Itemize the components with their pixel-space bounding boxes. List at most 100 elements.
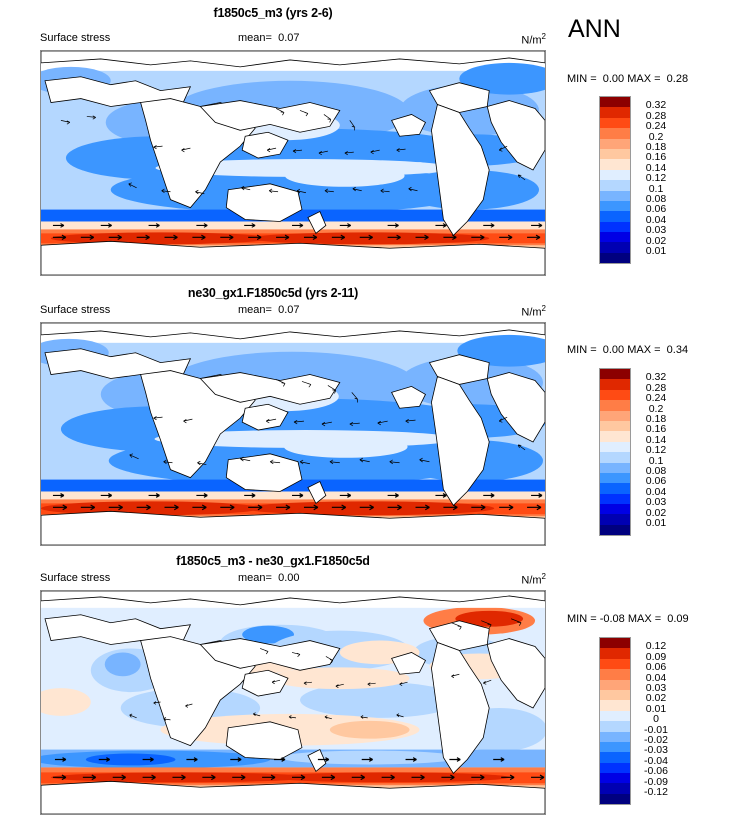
colorbar-band (600, 242, 630, 253)
panel-2-mean: mean= 0.07 (238, 304, 300, 316)
colorbar-tick-label: 0.18 (645, 413, 667, 425)
colorbar-band (600, 97, 630, 108)
colorbar-tick-label: -0.02 (644, 734, 668, 746)
colorbar-band (600, 107, 630, 118)
colorbar-tick-label: 0.24 (645, 120, 667, 133)
colorbar-tick-label: 0.08 (645, 193, 667, 205)
panel-3-colorbar-labels: 0.12 0.09 0.06 0.04 0.03 0.02 0.01 0 -0.01 -0.02-… (633, 637, 693, 803)
colorbar-tick-label: 0.32 (645, 371, 667, 384)
panel-1-units-exponent: 2 (541, 32, 546, 41)
panel-2-map-graphic (41, 323, 545, 545)
colorbar-band (600, 700, 630, 711)
panel-3-units-base: N/m (521, 574, 542, 587)
panel-1-map[interactable] (40, 50, 546, 276)
panel-2-colorbar-labels: 0.32 0.28 0.24 0.2 0.18 0.16 0.14 0.12 0.1 0.08 0.… (633, 368, 693, 534)
colorbar-band (600, 200, 630, 212)
colorbar-band (600, 462, 630, 473)
panel-1-minmax: MIN = 0.00 MAX = 0.28 (567, 73, 689, 85)
panel-2-variable-label: Surface stress (40, 304, 111, 316)
coastlines-2 (41, 323, 545, 545)
colorbar-tick-label: 0.2 (648, 130, 664, 143)
panel-3-map[interactable] (40, 590, 546, 815)
panel-1-units-base: N/m (521, 34, 542, 47)
panel-1-title: f1850c5_m3 (yrs 2-6) (213, 6, 333, 20)
colorbar-tick-label: -0.01 (644, 723, 668, 736)
panel-3-mean: mean= 0.00 (238, 572, 300, 584)
colorbar-band (600, 379, 630, 390)
panel-3-colorbar[interactable] (599, 637, 631, 806)
colorbar-tick-label: 0.01 (645, 702, 667, 715)
colorbar-band (600, 169, 630, 181)
colorbar-tick-label: 0.09 (645, 650, 667, 663)
colorbar-band (600, 369, 630, 380)
panel-2-subheader: Surface stress mean= 0.07 N/m2 (40, 304, 546, 319)
panel-2-mean-label: mean= (238, 304, 272, 316)
panel-1-mean-label: mean= (238, 32, 272, 44)
panel-1-map-graphic (41, 51, 545, 275)
colorbar-tick-label: 0.28 (645, 381, 667, 394)
colorbar-band (600, 221, 630, 233)
colorbar-band (600, 783, 630, 794)
season-label: ANN (568, 15, 621, 43)
colorbar-band (600, 658, 630, 670)
colorbar-band (600, 679, 630, 690)
colorbar-tick-label: 0.14 (645, 433, 667, 446)
panel-1-units: N/m2 (521, 32, 546, 47)
panel-2-colorbar[interactable] (599, 368, 631, 537)
colorbar-tick-label: 0.02 (645, 234, 667, 247)
panel-1-variable-label: Surface stress (40, 32, 111, 44)
colorbar-band (600, 452, 630, 463)
colorbar-tick-label: -0.03 (644, 744, 668, 757)
colorbar-band (600, 483, 630, 494)
colorbar-band (600, 211, 630, 222)
colorbar-tick-label: 0.03 (645, 224, 667, 237)
colorbar-band (600, 117, 630, 129)
colorbar-tick-label: -0.12 (644, 786, 668, 798)
colorbar-band (600, 669, 630, 680)
panel-2-mean-value: 0.07 (278, 304, 300, 316)
colorbar-band (600, 159, 630, 170)
panel-2-units-base: N/m (521, 306, 542, 319)
panel-3-units-exponent: 2 (541, 572, 546, 581)
colorbar-tick-label: 0.02 (645, 506, 667, 519)
colorbar-tick-label: 0.01 (645, 245, 667, 257)
colorbar-tick-label: 0.16 (645, 151, 667, 164)
stress-vectors-2 (52, 379, 543, 511)
colorbar-band (600, 793, 630, 805)
colorbar-tick-label: 0.2 (648, 402, 664, 415)
colorbar-tick-label: 0.1 (648, 182, 664, 195)
colorbar-tick-label: 0.01 (645, 517, 667, 529)
colorbar-band (600, 138, 630, 149)
colorbar-band (600, 752, 630, 763)
colorbar-band (600, 389, 630, 401)
panel-3-title: f1850c5_m3 - ne30_gx1.F1850c5d (176, 554, 370, 568)
panel-2-map[interactable] (40, 322, 546, 546)
colorbar-tick-label: 0.14 (645, 161, 667, 174)
colorbar-band (600, 400, 630, 411)
colorbar-tick-label: 0.12 (645, 444, 667, 457)
panel-1-colorbar-labels: 0.32 0.28 0.24 0.2 0.18 0.16 0.14 0.12 0.1 0.08 0.… (633, 96, 693, 262)
colorbar-band (600, 128, 630, 139)
colorbar-tick-label: 0.04 (645, 671, 667, 684)
panel-2-minmax: MIN = 0.00 MAX = 0.34 (567, 344, 689, 356)
colorbar-tick-label: 0.12 (645, 172, 667, 185)
colorbar-band (600, 689, 630, 701)
colorbar-tick-label: 0 (653, 713, 659, 726)
panel-1-mean: mean= 0.07 (238, 32, 300, 44)
colorbar-band (600, 741, 630, 753)
panel-1-subheader: Surface stress mean= 0.07 N/m2 (40, 32, 546, 47)
colorbar-tick-label: 0.04 (645, 485, 667, 498)
colorbar-band (600, 472, 630, 484)
colorbar-tick-label: 0.06 (645, 661, 667, 674)
colorbar-tick-label: 0.12 (645, 640, 667, 653)
colorbar-band (600, 180, 630, 191)
panel-1-colorbar[interactable] (599, 96, 631, 265)
panel-2-units-exponent: 2 (541, 304, 546, 313)
panel-3-minmax: MIN = -0.08 MAX = 0.09 (567, 613, 689, 625)
southern-ocean-vectors-1 (52, 223, 543, 240)
colorbar-band (600, 148, 630, 160)
colorbar-band (600, 504, 630, 515)
panel-1-mean-value: 0.07 (278, 32, 300, 44)
colorbar-tick-label: 0.1 (648, 454, 664, 467)
colorbar-band (600, 731, 630, 742)
